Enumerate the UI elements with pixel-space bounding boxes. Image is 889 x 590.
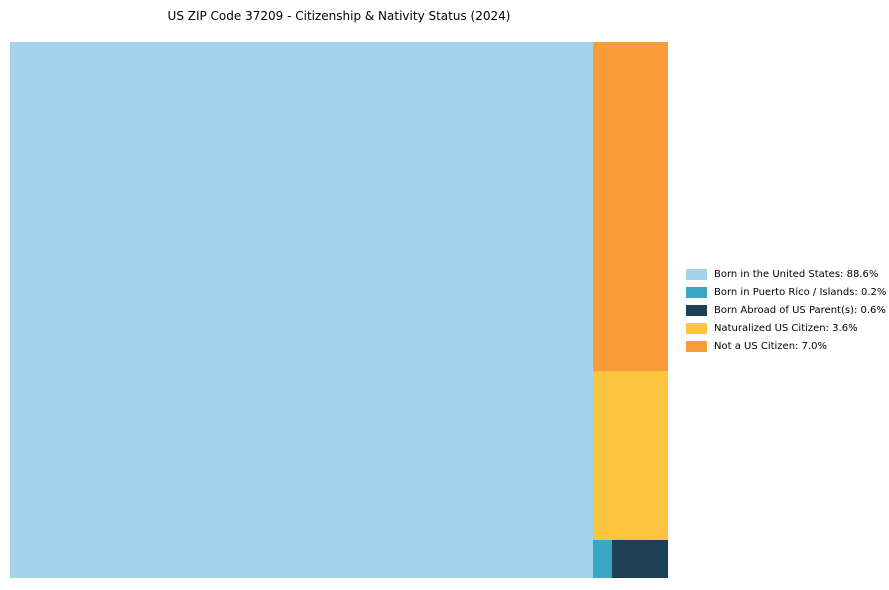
legend-item: Not a US Citizen: 7.0% — [686, 337, 886, 355]
treemap-tile-born-abroad-of-us-parent-s — [611, 540, 668, 578]
legend: Born in the United States: 88.6% Born in … — [686, 265, 886, 355]
treemap-tile-naturalized-us-citizen — [592, 371, 668, 541]
legend-item: Naturalized US Citizen: 3.6% — [686, 319, 886, 337]
treemap-tile-born-in-puerto-rico-islands — [592, 540, 612, 578]
legend-label: Born Abroad of US Parent(s): 0.6% — [714, 304, 886, 316]
legend-swatch-naturalized-us-citizen — [686, 322, 707, 334]
treemap-tile-not-a-us-citizen — [592, 42, 668, 372]
treemap-plot — [10, 42, 668, 578]
treemap-tile-born-in-the-united-states — [10, 42, 593, 578]
legend-swatch-born-abroad-of-us-parent-s — [686, 304, 707, 316]
legend-swatch-born-in-puerto-rico-islands — [686, 286, 707, 298]
legend-label: Not a US Citizen: 7.0% — [714, 340, 828, 352]
legend-item: Born in Puerto Rico / Islands: 0.2% — [686, 283, 886, 301]
legend-label: Naturalized US Citizen: 3.6% — [714, 322, 858, 334]
legend-swatch-not-a-us-citizen — [686, 340, 707, 352]
legend-label: Born in Puerto Rico / Islands: 0.2% — [714, 286, 887, 298]
chart-title: US ZIP Code 37209 - Citizenship & Nativi… — [167, 9, 511, 23]
legend-swatch-born-in-the-united-states — [686, 268, 707, 280]
legend-item: Born in the United States: 88.6% — [686, 265, 886, 283]
legend-label: Born in the United States: 88.6% — [714, 268, 879, 280]
legend-item: Born Abroad of US Parent(s): 0.6% — [686, 301, 886, 319]
